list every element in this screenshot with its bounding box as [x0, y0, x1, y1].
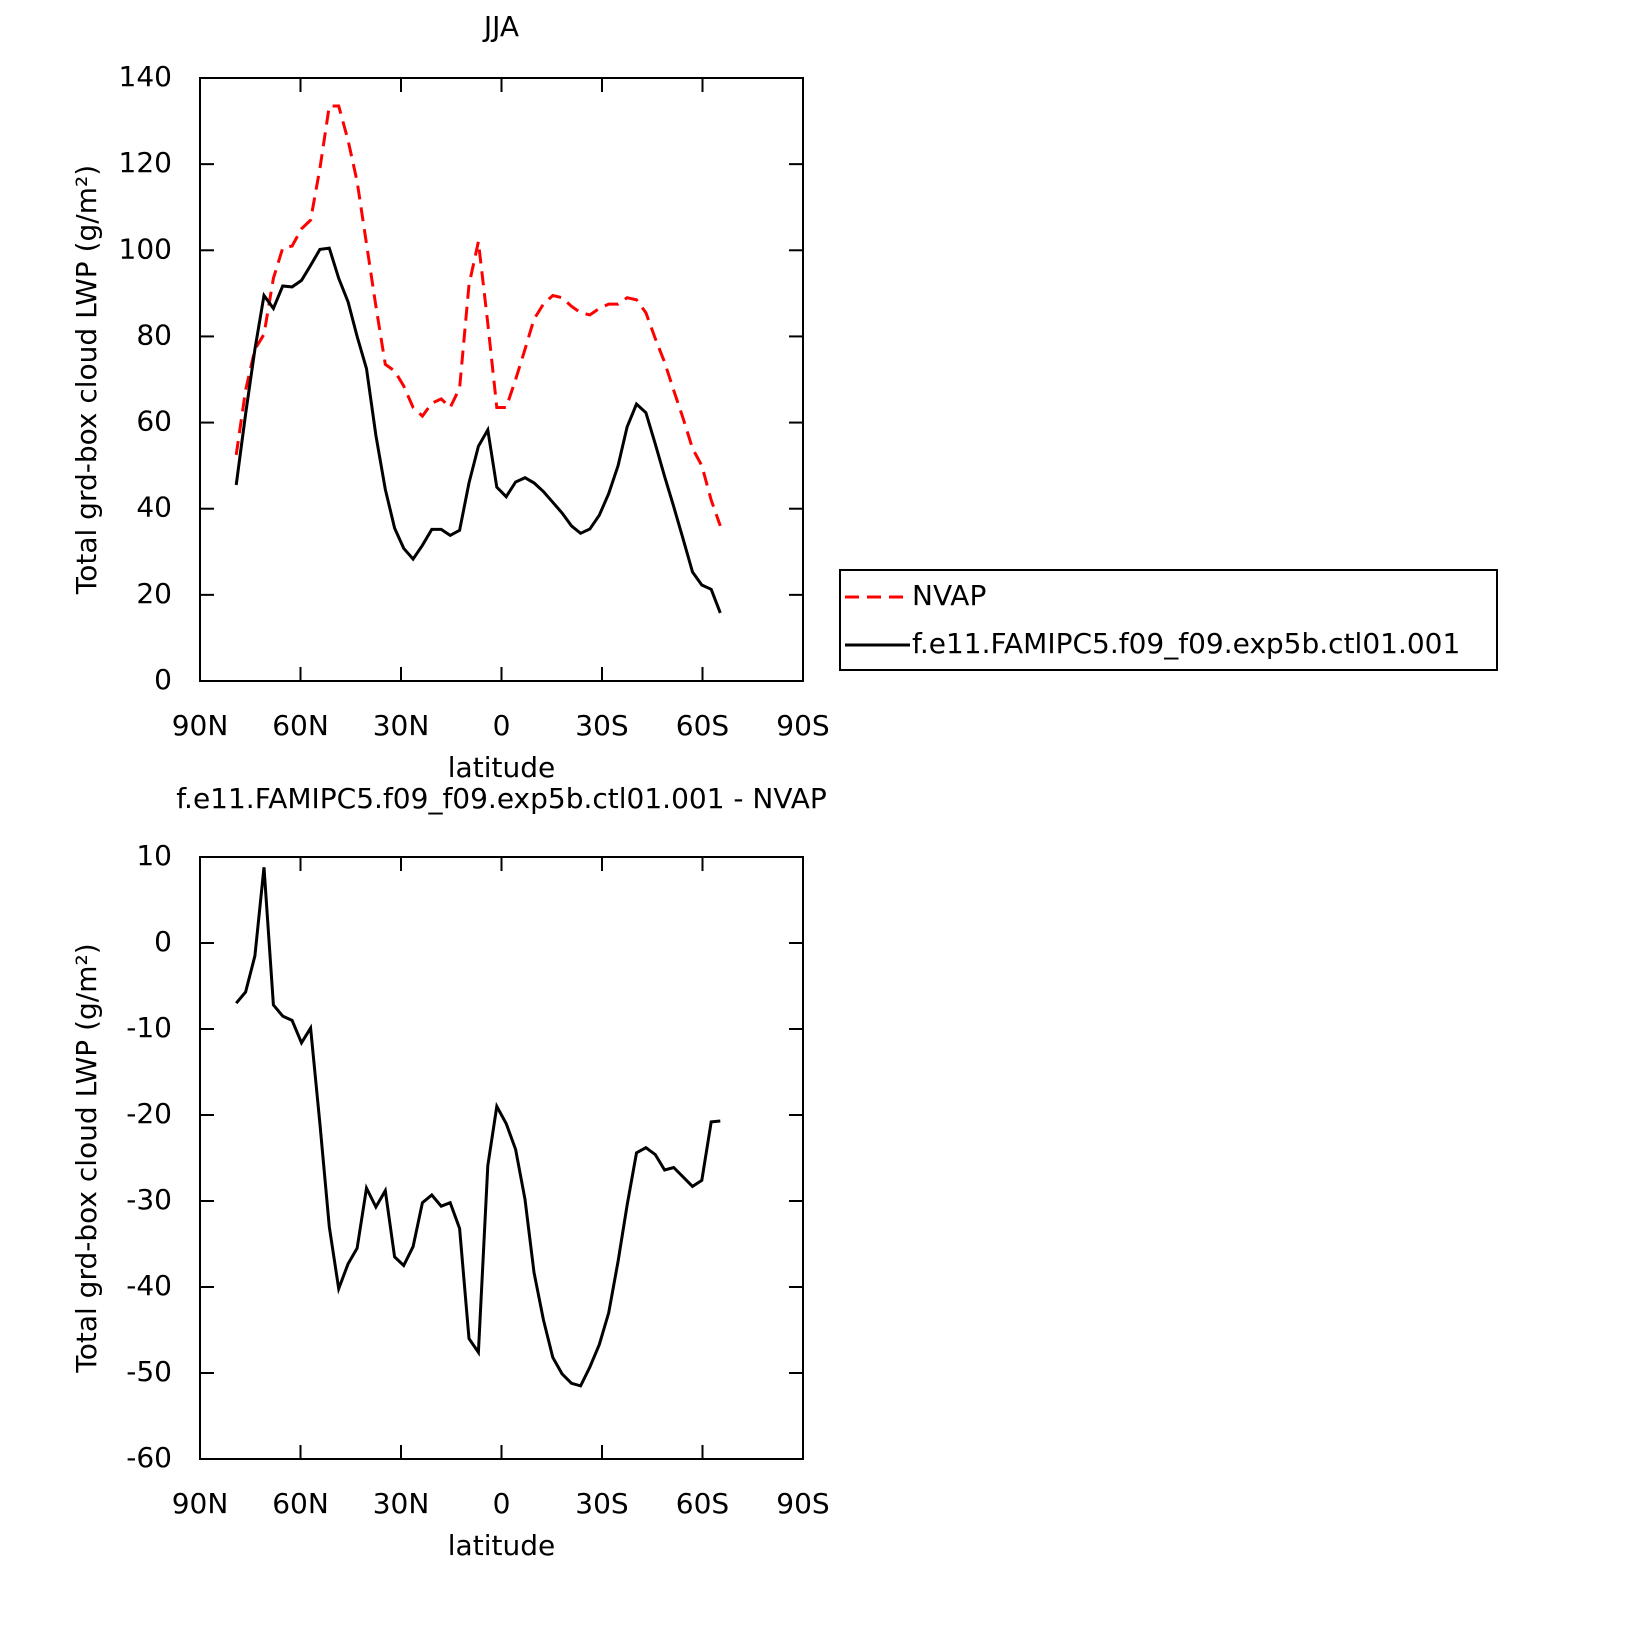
x-tick-label: 90S [776, 709, 829, 742]
plot-frame [199, 856, 804, 1460]
x-tick-label: 90N [172, 709, 229, 742]
x-tick-label: 90S [776, 1487, 829, 1520]
x-tick-label: 90N [172, 1487, 229, 1520]
y-tick-label: 40 [136, 491, 172, 524]
y-tick-label: 100 [119, 232, 172, 265]
legend-label: f.e11.FAMIPC5.f09_f09.exp5b.ctl01.001 [912, 627, 1460, 660]
legend-box [839, 569, 1498, 671]
y-tick-label: 140 [119, 60, 172, 93]
chart-title: f.e11.FAMIPC5.f09_f09.exp5b.ctl01.001 - … [176, 782, 827, 815]
x-tick-label: 60N [272, 709, 329, 742]
x-tick-label: 60N [272, 1487, 329, 1520]
y-tick-label: -10 [126, 1011, 172, 1044]
y-tick-label: -30 [126, 1183, 172, 1216]
x-tick-label: 30N [373, 709, 430, 742]
y-tick-label: 20 [136, 577, 172, 610]
data-line [234, 104, 722, 527]
y-tick-label: 0 [154, 663, 172, 696]
y-tick-label: 0 [154, 925, 172, 958]
y-tick-label: -50 [126, 1355, 172, 1388]
x-tick-label: 60S [676, 709, 729, 742]
y-tick-label: -40 [126, 1269, 172, 1302]
y-axis-label: Total grd-box cloud LWP (g/m²) [70, 943, 103, 1373]
x-axis-label: latitude [448, 1529, 555, 1562]
legend-label: NVAP [912, 579, 986, 612]
x-tick-label: 30S [575, 1487, 628, 1520]
y-axis-label: Total grd-box cloud LWP (g/m²) [70, 165, 103, 595]
data-line [235, 867, 721, 1388]
y-tick-label: 120 [119, 146, 172, 179]
y-tick-label: -60 [126, 1441, 172, 1474]
x-tick-label: 30N [373, 1487, 430, 1520]
y-tick-label: -20 [126, 1097, 172, 1130]
x-tick-label: 60S [676, 1487, 729, 1520]
x-axis-label: latitude [448, 751, 555, 784]
y-tick-label: 10 [136, 839, 172, 872]
data-line [234, 246, 722, 614]
y-tick-label: 80 [136, 318, 172, 351]
y-tick-label: 60 [136, 405, 172, 438]
x-tick-label: 0 [493, 1487, 511, 1520]
chart-title: JJA [482, 10, 519, 43]
x-tick-label: 0 [493, 709, 511, 742]
x-tick-label: 30S [575, 709, 628, 742]
